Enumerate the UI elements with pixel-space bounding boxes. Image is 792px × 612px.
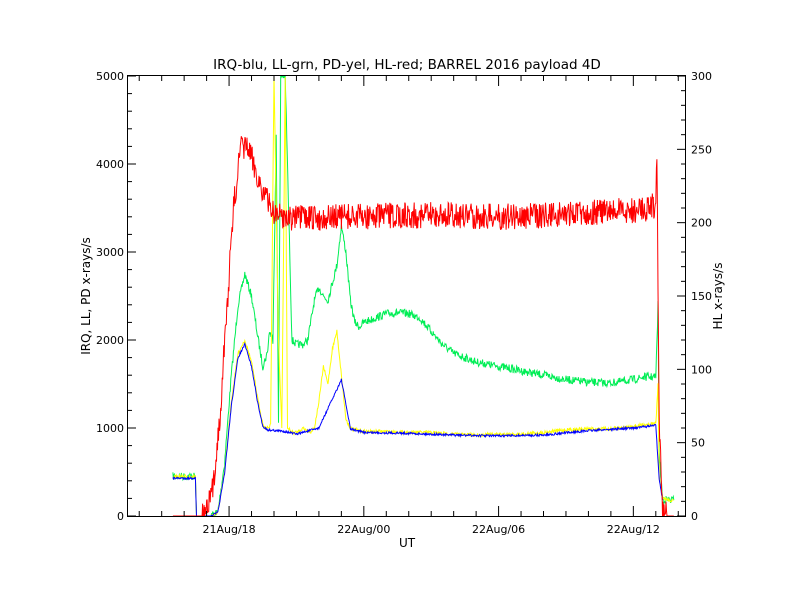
y-tick-label-left: 4000 bbox=[96, 158, 124, 171]
series-line-LL bbox=[172, 75, 675, 518]
y-axis-right-label: HL x-rays/s bbox=[711, 263, 725, 330]
series-line-IRQ bbox=[172, 341, 663, 517]
y-tick-label-right: 200 bbox=[691, 217, 712, 230]
y-axis-left-label: IRQ, LL, PD x-rays/s bbox=[79, 237, 93, 355]
y-tick-label-left: 0 bbox=[117, 510, 124, 523]
y-tick-label-right: 150 bbox=[691, 290, 712, 303]
plot-frame bbox=[127, 75, 686, 517]
x-tick-label: 22Aug/06 bbox=[472, 523, 525, 536]
y-tick-label-left: 2000 bbox=[96, 334, 124, 347]
x-tick-label: 21Aug/18 bbox=[202, 523, 255, 536]
x-tick-label: 22Aug/00 bbox=[337, 523, 390, 536]
y-tick-label-right: 50 bbox=[691, 437, 705, 450]
y-tick-label-right: 300 bbox=[691, 70, 712, 83]
y-tick-label-left: 1000 bbox=[96, 422, 124, 435]
y-tick-label-left: 5000 bbox=[96, 70, 124, 83]
y-tick-label-right: 250 bbox=[691, 143, 712, 156]
x-tick-label: 22Aug/12 bbox=[607, 523, 660, 536]
chart-title: IRQ-blu, LL-grn, PD-yel, HL-red; BARREL … bbox=[213, 57, 601, 73]
axes-ticks: 0 1000 2000 3000 4000 5000 0 50 100 150 200 250 300 2… bbox=[96, 70, 712, 536]
plot-series bbox=[172, 75, 675, 518]
series-line-PD bbox=[172, 75, 675, 517]
y-tick-label-right: 0 bbox=[691, 510, 698, 523]
y-tick-label-right: 100 bbox=[691, 363, 712, 376]
series-line-HL bbox=[172, 136, 674, 517]
x-axis-label: UT bbox=[399, 536, 416, 550]
y-tick-label-left: 3000 bbox=[96, 246, 124, 259]
